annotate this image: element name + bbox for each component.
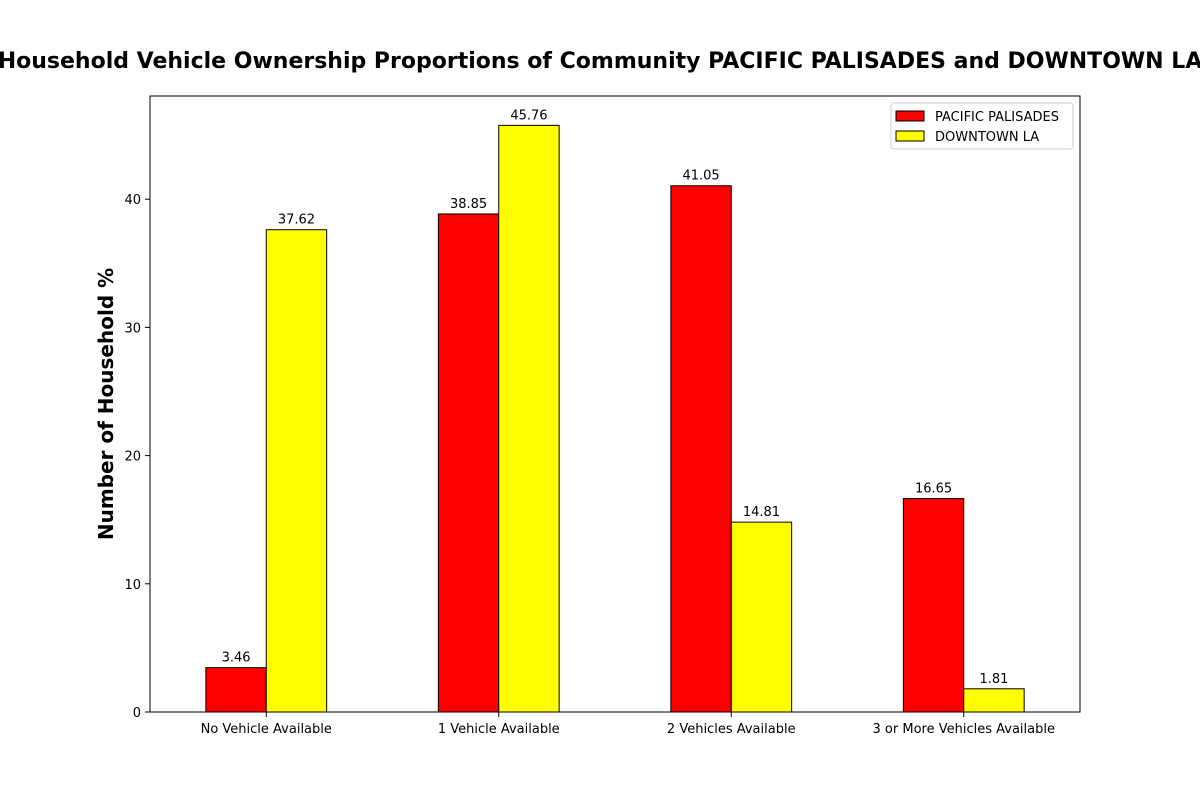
y-tick-label-4: 40 [124,193,141,208]
legend-box [890,102,1074,150]
bar-0-3 [902,498,965,713]
bar-1-2 [730,521,793,713]
bar-1-3 [963,688,1025,713]
y-tick-label-2: 20 [124,450,141,465]
value-label-1-2: 14.81 [743,505,780,520]
y-tick-label-0: 0 [133,706,141,721]
legend: PACIFIC PALISADES DOWNTOWN LA [890,102,1074,150]
bar-0-1 [437,213,500,713]
chart-title: Household Vehicle Ownership Proportions … [0,49,1200,74]
y-tick-label-1: 10 [124,578,141,593]
y-tick-label-3: 30 [124,321,141,336]
x-tick-label-0: No Vehicle Available [201,722,332,737]
axes-frame [149,95,1081,713]
legend-swatch-1 [895,130,925,142]
value-label-0-0: 3.46 [222,651,251,666]
legend-label-1: DOWNTOWN LA [935,130,1039,145]
value-label-0-3: 16.65 [915,482,952,497]
bar-0-2 [670,185,732,713]
legend-label-0: PACIFIC PALISADES [935,110,1059,125]
bar-1-1 [498,124,560,713]
y-axis-label: Number of Household % [94,268,118,540]
x-tick-label-3: 3 or More Vehicles Available [873,722,1055,737]
bar-0-0 [205,667,267,713]
legend-swatch-0 [895,110,925,122]
x-tick-label-2: 2 Vehicles Available [667,722,796,737]
value-label-1-3: 1.81 [979,672,1008,687]
value-label-0-1: 38.85 [450,197,487,212]
plot-area: 3.46 38.85 41.05 16.65 37.62 45.76 14.81 1.81 0 1… [124,95,1081,737]
value-label-0-2: 41.05 [682,169,719,184]
x-tick-label-1: 1 Vehicle Available [438,722,560,737]
value-label-1-0: 37.62 [278,213,315,228]
value-label-1-1: 45.76 [510,108,547,123]
bar-1-0 [265,229,328,713]
